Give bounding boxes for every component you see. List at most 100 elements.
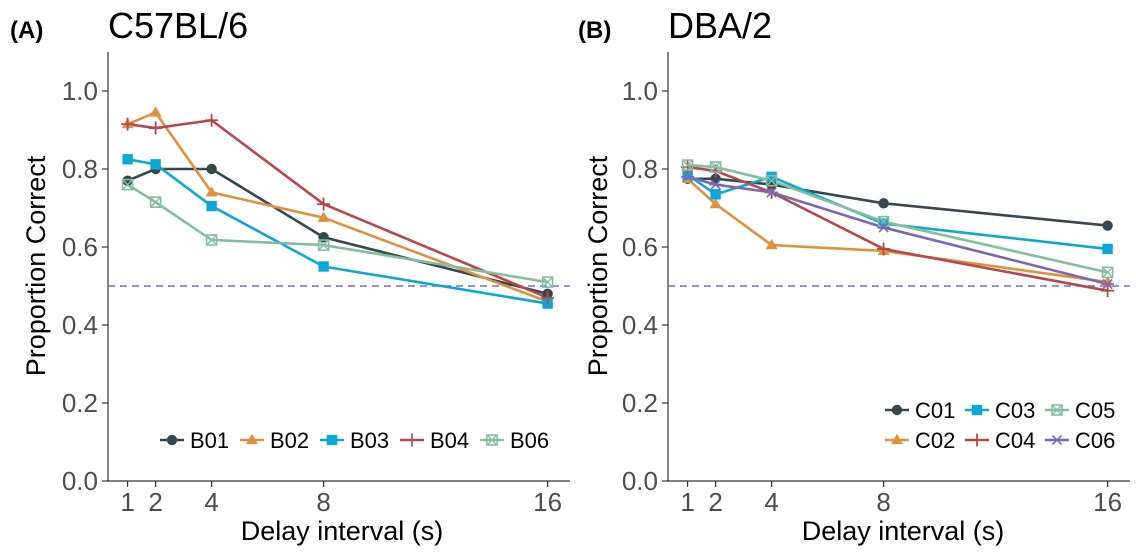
data-point-C03 (878, 218, 889, 229)
series-line-C01 (687, 177, 1108, 227)
legend-key-marker (486, 434, 498, 446)
x-tick-label: 4 (764, 487, 778, 517)
data-point-B03 (318, 261, 329, 272)
legend-key-marker (166, 434, 178, 446)
data-point-C05 (765, 174, 778, 187)
legend-label: C05 (1075, 398, 1115, 423)
legend-item-B06: B06 (480, 428, 549, 453)
y-tick-label: 0.4 (62, 310, 98, 340)
data-point-B01 (206, 163, 217, 175)
data-point-C04 (1101, 284, 1115, 298)
panel-b-ylabel: Proportion Correct (583, 155, 613, 376)
data-point-B06 (317, 239, 330, 251)
panel-b-legend: C01 C03 C05 C02 C04 C06 (885, 398, 1115, 453)
legend-label: B04 (430, 428, 469, 453)
y-tick-label: 0.0 (622, 466, 658, 496)
legend-key-marker (970, 433, 984, 447)
data-point-C05 (681, 159, 694, 171)
y-tick-label: 0.8 (62, 154, 98, 184)
data-point-C03 (766, 171, 777, 182)
x-tick-label: 4 (204, 487, 218, 517)
panel-a-plot (108, 106, 570, 309)
legend-key-marker (1051, 404, 1063, 416)
y-tick-label: 0.6 (622, 232, 658, 262)
y-tick-label: 0.6 (62, 232, 98, 262)
legend-label: B03 (350, 428, 389, 453)
data-point-B03 (122, 154, 133, 165)
y-tick-label: 0.4 (622, 310, 658, 340)
data-point-C01 (878, 198, 889, 209)
panel-a-letter: (A) (10, 17, 43, 44)
data-point-B04 (317, 197, 331, 211)
data-point-B04 (205, 113, 219, 127)
legend-item-C05: C05 (1045, 398, 1115, 423)
x-tick-label: 2 (708, 487, 722, 517)
data-point-C04 (877, 242, 891, 256)
x-tick-label: 16 (533, 487, 562, 517)
panel-a-xlabel: Delay interval (s) (241, 516, 444, 546)
panel-b-title: DBA/2 (668, 5, 772, 46)
data-point-C02 (765, 238, 778, 250)
x-tick-label: 2 (148, 487, 162, 517)
legend-item-B03: B03 (320, 428, 389, 453)
legend-item-C04: C04 (965, 428, 1035, 453)
data-point-C06 (681, 171, 695, 182)
data-point-C06 (877, 222, 891, 233)
y-tick-label: 0.8 (622, 154, 658, 184)
legend-label: C01 (915, 398, 955, 423)
series-line-B06 (126, 183, 548, 284)
data-point-C03 (682, 169, 693, 181)
data-point-B01 (122, 175, 133, 186)
data-point-C02 (709, 197, 722, 209)
legend-item-B01: B01 (160, 428, 229, 453)
legend-label: C02 (915, 428, 955, 453)
panel-b-letter: (B) (578, 17, 611, 44)
legend-key-marker (246, 433, 258, 445)
data-point-B04 (149, 121, 163, 135)
data-point-C03 (1102, 243, 1113, 255)
legend-label: C03 (995, 398, 1035, 423)
data-point-B02 (205, 186, 218, 197)
data-point-B04 (121, 117, 135, 131)
legend-item-C03: C03 (965, 398, 1035, 423)
legend-item-B04: B04 (400, 428, 469, 453)
panel-b-plot (668, 159, 1130, 298)
panel-b-ticks: 0.0 0.2 0.4 0.6 0.8 1.0 1 2 4 8 16 (622, 52, 1130, 517)
legend-key-marker (891, 404, 903, 416)
data-point-C06 (765, 187, 779, 198)
data-point-B02 (149, 106, 162, 117)
data-point-C05 (1101, 266, 1114, 279)
y-tick-label: 0.0 (62, 466, 98, 496)
x-tick-label: 1 (680, 487, 694, 517)
y-tick-label: 1.0 (622, 76, 658, 106)
legend-key-marker (405, 433, 419, 447)
data-point-C06 (709, 179, 723, 190)
data-point-C03 (710, 189, 721, 200)
series-line-B03 (127, 157, 548, 305)
y-tick-label: 1.0 (62, 76, 98, 106)
legend-label: B06 (510, 428, 549, 453)
legend-label: C04 (995, 428, 1035, 453)
legend-key-marker (971, 404, 983, 416)
series-line-C03 (686, 173, 1108, 251)
panel-b-xlabel: Delay interval (s) (802, 516, 1005, 546)
data-point-C05 (709, 161, 722, 173)
panel-a-ylabel: Proportion Correct (21, 155, 51, 376)
y-tick-label: 0.2 (62, 388, 98, 418)
legend-item-C02: C02 (885, 428, 955, 453)
legend-label: B01 (190, 428, 229, 453)
panel-a: (A) C57BL/6 Proportion Correct Delay int… (10, 5, 570, 546)
x-tick-label: 1 (120, 487, 134, 517)
data-point-B04 (541, 291, 555, 305)
x-tick-label: 8 (876, 487, 890, 517)
data-point-B03 (150, 159, 161, 170)
y-tick-label: 0.2 (622, 388, 658, 418)
panel-b: (B) DBA/2 Proportion Correct Delay inter… (578, 5, 1130, 546)
legend-item-C01: C01 (885, 398, 955, 423)
series-line-B02 (127, 111, 549, 303)
series-line-B01 (127, 167, 548, 296)
data-point-B06 (149, 196, 162, 208)
legend-label: B02 (270, 428, 309, 453)
data-point-B06 (121, 178, 134, 191)
